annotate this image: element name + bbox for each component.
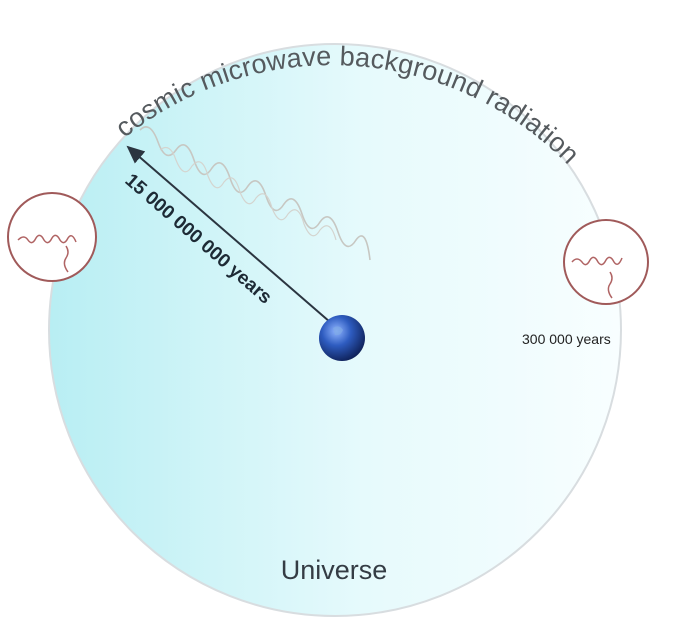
earth-icon bbox=[319, 315, 365, 361]
distance-arrow bbox=[126, 145, 331, 323]
magnifier-icon-right bbox=[563, 219, 649, 305]
cmb-wave bbox=[139, 126, 371, 261]
magnifier-icon-left bbox=[7, 192, 97, 282]
age-label: 300 000 years bbox=[522, 331, 611, 347]
cmb-wave-secondary bbox=[159, 147, 337, 241]
universe-label: Universe bbox=[281, 555, 388, 585]
